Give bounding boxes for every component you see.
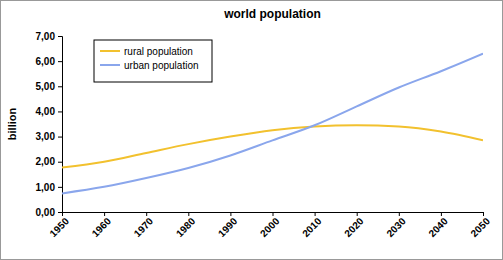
y-tick-mark: [58, 111, 62, 112]
y-tick-mark: [58, 162, 62, 163]
x-tick-label: 1950: [47, 215, 71, 239]
y-tick-label: 5,00: [36, 81, 56, 92]
y-tick-mark: [58, 86, 62, 87]
y-tick: 3,00: [36, 131, 62, 142]
x-tick-label: 1960: [90, 215, 114, 239]
y-axis-title: billion: [6, 108, 18, 141]
x-tick-label: 1970: [132, 215, 156, 239]
x-tick: 1960: [90, 212, 114, 239]
x-tick: 2000: [258, 212, 282, 239]
x-tick-label: 2000: [258, 215, 282, 239]
legend-swatch: [100, 50, 120, 52]
x-tick: 1980: [174, 212, 198, 239]
x-tick: 2010: [300, 212, 324, 239]
x-tick-label: 2030: [384, 215, 408, 239]
y-tick: 1,00: [36, 182, 62, 193]
x-tick: 2040: [426, 212, 450, 239]
x-tick: 2050: [468, 212, 492, 239]
legend-label: rural population: [124, 46, 193, 57]
legend-swatch: [100, 64, 120, 66]
series-line: [62, 125, 483, 167]
x-axis: 1950 1960 1970 1980 1990 2000 2010 2020 2030 2040…: [47, 212, 492, 239]
y-tick: 0,00: [36, 207, 62, 218]
y-tick: 7,00: [36, 31, 62, 42]
y-tick-label: 3,00: [36, 131, 56, 142]
y-tick-label: 7,00: [36, 31, 56, 42]
plot-area: 0,00 1,00 2,00 3,00 4,00 5,00 6,00 7,00 1950 1960…: [36, 31, 493, 239]
y-tick-label: 2,00: [36, 156, 56, 167]
y-tick-label: 6,00: [36, 56, 56, 67]
y-tick: 2,00: [36, 156, 62, 167]
y-tick: 6,00: [36, 56, 62, 67]
y-tick: 4,00: [36, 106, 62, 117]
legend: rural population urban population: [94, 40, 212, 82]
legend-label: urban population: [124, 60, 199, 71]
y-axis-line: [58, 37, 63, 213]
x-tick: 2020: [342, 212, 366, 239]
y-tick-label: 0,00: [36, 207, 56, 218]
y-tick-mark: [58, 36, 62, 37]
x-tick-label: 2050: [468, 215, 492, 239]
y-axis: 0,00 1,00 2,00 3,00 4,00 5,00 6,00 7,00: [36, 31, 63, 218]
y-tick-mark: [58, 212, 62, 213]
chart: 0,00 1,00 2,00 3,00 4,00 5,00 6,00 7,00 1950 1960…: [0, 0, 503, 260]
x-tick-label: 2020: [342, 215, 366, 239]
x-tick-label: 1980: [174, 215, 198, 239]
x-tick-label: 1990: [216, 215, 240, 239]
title: world population: [223, 7, 321, 21]
x-tick-label: 2010: [300, 215, 324, 239]
y-tick-mark: [58, 137, 62, 138]
x-tick: 2030: [384, 212, 408, 239]
y-tick: 5,00: [36, 81, 62, 92]
x-tick: 1990: [216, 212, 240, 239]
x-tick-label: 2040: [426, 215, 450, 239]
legend-box: [94, 40, 212, 82]
y-tick-label: 1,00: [36, 182, 56, 193]
chart-frame: [1, 1, 503, 260]
y-tick-mark: [58, 187, 62, 188]
x-tick: 1950: [47, 212, 71, 239]
x-tick: 1970: [132, 212, 156, 239]
y-tick-mark: [58, 61, 62, 62]
y-tick-label: 4,00: [36, 106, 56, 117]
